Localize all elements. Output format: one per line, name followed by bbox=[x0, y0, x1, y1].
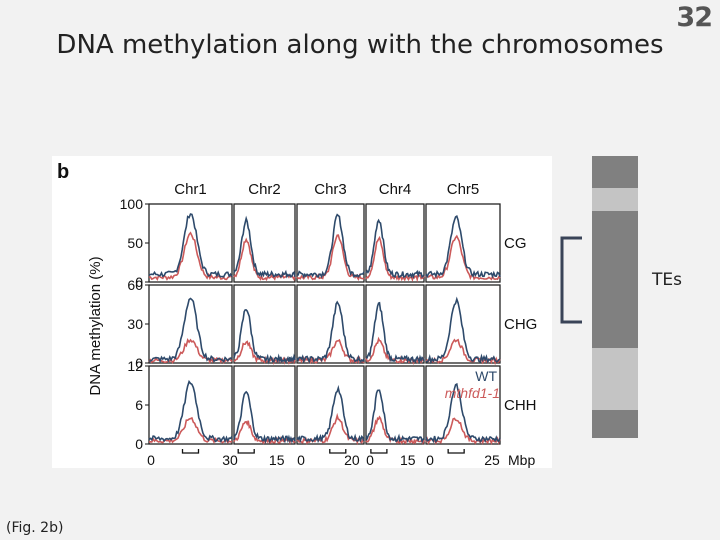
series-mthfd1-1-line bbox=[296, 234, 365, 282]
slide-number: 32 bbox=[676, 2, 713, 33]
series-mthfd1-1-line bbox=[148, 416, 233, 445]
y-tick-label: 50 bbox=[127, 235, 143, 251]
chromosome-label: Chr4 bbox=[379, 181, 412, 198]
context-label: CG bbox=[504, 235, 527, 252]
chromosome-label: Chr2 bbox=[248, 181, 281, 198]
centromere-marker bbox=[181, 449, 200, 454]
x-axis-unit: Mbp bbox=[508, 452, 535, 468]
series-wt-line bbox=[233, 215, 296, 279]
panel-frame bbox=[365, 365, 425, 445]
chromosome-label: Chr3 bbox=[314, 181, 347, 198]
x-tick-label: 0 bbox=[366, 452, 374, 468]
series-wt-line bbox=[296, 384, 365, 444]
methylation-chart: b DNA methylation (%) Chr1 Chr2 Chr3 Chr4 Chr5… bbox=[57, 161, 537, 468]
series-wt-line bbox=[233, 390, 296, 444]
panel-frame bbox=[148, 203, 233, 283]
methylation-figure: b DNA methylation (%) Chr1 Chr2 Chr3 Chr4 Chr5… bbox=[52, 156, 552, 468]
legend-wt: WT bbox=[475, 368, 497, 384]
y-tick-label: 100 bbox=[120, 196, 144, 212]
series-wt-line bbox=[233, 309, 296, 365]
te-segment bbox=[592, 297, 638, 348]
centromere-marker bbox=[447, 449, 465, 454]
series-wt-line bbox=[425, 296, 501, 365]
panel-frame bbox=[148, 365, 233, 445]
series-mthfd1-1-line bbox=[233, 237, 296, 282]
panel-frame bbox=[233, 284, 296, 364]
panel-frame bbox=[425, 203, 501, 283]
y-tick-label: 60 bbox=[127, 277, 143, 293]
panel-frame bbox=[233, 365, 296, 445]
panel-frame bbox=[296, 203, 365, 283]
panel-label: b bbox=[57, 161, 69, 183]
centromere-marker bbox=[370, 449, 388, 454]
chromosome-label: Chr1 bbox=[174, 181, 207, 198]
series-wt-line bbox=[148, 297, 233, 364]
context-label: CHG bbox=[504, 316, 537, 333]
panel-frame bbox=[365, 284, 425, 364]
x-tick-label: 20 bbox=[344, 452, 360, 468]
panel-frame bbox=[425, 284, 501, 364]
context-label: CHH bbox=[504, 397, 537, 414]
x-tick-label: 15 bbox=[269, 452, 285, 468]
series-wt-line bbox=[297, 213, 365, 279]
y-tick-label: 6 bbox=[135, 397, 143, 413]
series-mthfd1-1-line bbox=[425, 417, 501, 446]
te-track bbox=[592, 156, 638, 438]
te-segment bbox=[592, 156, 638, 188]
panel-frame bbox=[296, 365, 365, 445]
te-segment bbox=[592, 188, 638, 211]
x-tick-label: 25 bbox=[484, 452, 500, 468]
y-tick-label: 0 bbox=[135, 355, 143, 371]
panel-frame bbox=[296, 284, 365, 364]
figure-caption: (Fig. 2b) bbox=[6, 520, 64, 536]
panel-frame bbox=[148, 284, 233, 364]
series-wt-line bbox=[365, 218, 425, 280]
chromosome-label: Chr5 bbox=[447, 181, 480, 198]
y-tick-label: 12 bbox=[127, 358, 143, 374]
series-wt-line bbox=[148, 379, 233, 444]
series-mthfd1-1-line bbox=[148, 231, 233, 282]
x-tick-label: 30 bbox=[222, 452, 238, 468]
slide-title: DNA methylation along with the chromosom… bbox=[56, 30, 664, 60]
te-segment bbox=[592, 410, 638, 438]
series-wt-line bbox=[425, 382, 501, 444]
y-tick-label: 0 bbox=[135, 436, 143, 452]
te-label: TEs bbox=[652, 270, 682, 290]
series-wt-line bbox=[296, 300, 365, 365]
te-bracket bbox=[560, 236, 582, 324]
centromere-marker bbox=[329, 449, 347, 454]
legend-mthfd1-1: mthfd1-1 bbox=[445, 385, 500, 401]
x-tick-label: 0 bbox=[426, 452, 434, 468]
te-segment bbox=[592, 348, 638, 410]
panel-frame bbox=[233, 203, 296, 283]
series-mthfd1-1-line bbox=[233, 340, 296, 365]
y-tick-label: 30 bbox=[127, 316, 143, 332]
y-tick-label: 0 bbox=[135, 274, 143, 290]
series-wt-line bbox=[425, 215, 501, 279]
series-wt-line bbox=[365, 389, 425, 444]
series-wt-line bbox=[148, 213, 233, 278]
series-wt-line bbox=[365, 301, 425, 365]
x-tick-label: 15 bbox=[400, 452, 416, 468]
panel-frame bbox=[365, 203, 425, 283]
series-mthfd1-1-line bbox=[425, 234, 501, 281]
x-tick-label: 0 bbox=[147, 452, 155, 468]
te-segment bbox=[592, 248, 638, 297]
y-axis-label: DNA methylation (%) bbox=[87, 256, 104, 395]
panel-frame bbox=[425, 365, 501, 445]
x-tick-label: 0 bbox=[297, 452, 305, 468]
te-segment bbox=[592, 211, 638, 248]
centromere-marker bbox=[237, 449, 255, 454]
